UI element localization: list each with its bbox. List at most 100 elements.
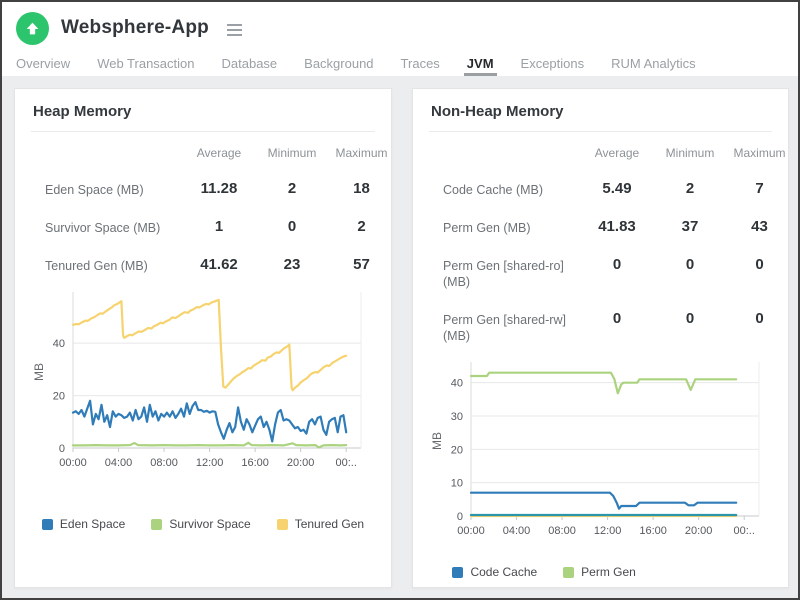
legend-label: Code Cache xyxy=(470,565,538,579)
series-line-survivor-space xyxy=(71,441,348,449)
tab-bar: Overview Web Transaction Database Backgr… xyxy=(2,48,798,76)
col-header-average: Average xyxy=(594,146,640,160)
row-label: Perm Gen [shared-rw] (MB) xyxy=(443,313,566,343)
app-header: Websphere-App xyxy=(2,2,798,48)
svg-text:10: 10 xyxy=(451,478,463,490)
row-label: Perm Gen (MB) xyxy=(443,221,531,235)
cell-maximum: 2 xyxy=(357,218,366,235)
legend-swatch-icon xyxy=(452,566,464,578)
svg-text:12:00: 12:00 xyxy=(196,457,224,469)
tab-rum-analytics[interactable]: RUM Analytics xyxy=(611,56,696,71)
legend-label: Survivor Space xyxy=(169,517,251,531)
heap-memory-legend: Eden Space Survivor Space Tenured Gen xyxy=(41,517,365,531)
legend-swatch-icon xyxy=(276,518,288,530)
cell-minimum: 0 xyxy=(685,310,695,327)
non-heap-memory-chart-plot[interactable]: 0 10 20 30 40 00:00 04:00 08:00 12:00 16:00 20:00 0… xyxy=(429,358,774,553)
legend-swatch-icon xyxy=(41,518,53,530)
svg-text:20: 20 xyxy=(451,444,463,456)
cell-maximum: 0 xyxy=(755,310,764,327)
col-header-maximum: Maximum xyxy=(335,146,388,160)
cell-maximum: 0 xyxy=(755,256,764,273)
heap-memory-table: Average Minimum Maximum Eden Space (MB) … xyxy=(31,134,391,274)
svg-text:20:00: 20:00 xyxy=(685,525,713,537)
col-header-minimum: Minimum xyxy=(267,146,317,160)
svg-text:MB: MB xyxy=(32,363,46,381)
svg-text:08:00: 08:00 xyxy=(548,525,576,537)
panel-title: Non-Heap Memory xyxy=(429,101,772,132)
col-header-minimum: Minimum xyxy=(665,146,715,160)
tab-background[interactable]: Background xyxy=(304,56,374,71)
svg-text:00:00: 00:00 xyxy=(59,457,87,469)
tab-exceptions[interactable]: Exceptions xyxy=(520,56,585,71)
heap-memory-chart-plot[interactable]: 0 20 40 00:00 04:00 08:00 12:00 16:00 20:00 00:..… xyxy=(31,288,376,483)
cell-minimum: 2 xyxy=(287,180,297,197)
legend-item-survivor-space[interactable]: Survivor Space xyxy=(151,517,251,531)
svg-text:MB: MB xyxy=(430,432,444,450)
legend-swatch-icon xyxy=(563,566,575,578)
row-label: Tenured Gen (MB) xyxy=(45,259,148,273)
row-label: Survivor Space (MB) xyxy=(45,221,161,235)
svg-text:40: 40 xyxy=(451,378,463,390)
legend-item-eden-space[interactable]: Eden Space xyxy=(41,517,126,531)
svg-text:16:00: 16:00 xyxy=(241,457,269,469)
col-header-maximum: Maximum xyxy=(733,146,786,160)
row-label: Code Cache (MB) xyxy=(443,183,544,197)
row-label: Perm Gen [shared-ro] (MB) xyxy=(443,259,564,289)
tab-overview[interactable]: Overview xyxy=(16,56,71,71)
cell-average: 1 xyxy=(214,218,224,235)
table-corner xyxy=(31,134,181,160)
svg-text:04:00: 04:00 xyxy=(503,525,531,537)
app-menu-button[interactable] xyxy=(223,20,246,40)
cell-minimum: 2 xyxy=(685,180,695,197)
cell-maximum: 57 xyxy=(353,256,370,273)
heap-memory-panel: Heap Memory Average Minimum Maximum Eden… xyxy=(14,88,392,588)
svg-text:0: 0 xyxy=(457,511,463,523)
cell-average: 11.28 xyxy=(200,180,238,197)
svg-text:04:00: 04:00 xyxy=(105,457,133,469)
tab-jvm[interactable]: JVM xyxy=(463,56,497,76)
heap-memory-chart: 0 20 40 00:00 04:00 08:00 12:00 16:00 20:00 00:..… xyxy=(31,288,375,531)
svg-text:30: 30 xyxy=(451,411,463,423)
series-line-perm-gen xyxy=(469,371,738,395)
panel-title: Heap Memory xyxy=(31,101,375,132)
cell-minimum: 0 xyxy=(685,256,695,273)
svg-text:08:00: 08:00 xyxy=(150,457,178,469)
svg-text:20:00: 20:00 xyxy=(287,457,315,469)
content-area: Heap Memory Average Minimum Maximum Eden… xyxy=(2,76,798,598)
legend-label: Eden Space xyxy=(59,517,126,531)
status-up-icon xyxy=(16,11,49,45)
cell-average: 5.49 xyxy=(602,180,632,197)
cell-average: 41.83 xyxy=(598,218,636,235)
legend-label: Perm Gen xyxy=(581,565,636,579)
tab-database[interactable]: Database xyxy=(221,56,278,71)
series-line-code-cache xyxy=(469,491,738,510)
cell-average: 0 xyxy=(612,256,622,273)
svg-text:00:00: 00:00 xyxy=(457,525,485,537)
row-label: Eden Space (MB) xyxy=(45,183,144,197)
cell-minimum: 0 xyxy=(287,218,297,235)
legend-item-code-cache[interactable]: Code Cache xyxy=(452,565,537,579)
tab-traces[interactable]: Traces xyxy=(400,56,440,71)
cell-average: 41.62 xyxy=(200,256,238,273)
col-header-average: Average xyxy=(196,146,242,160)
svg-text:16:00: 16:00 xyxy=(639,525,667,537)
svg-text:12:00: 12:00 xyxy=(594,525,622,537)
legend-row: Code Cache Perm Gen xyxy=(452,565,748,579)
up-arrow-icon xyxy=(26,22,39,34)
cell-average: 0 xyxy=(612,310,622,327)
svg-text:0: 0 xyxy=(59,443,65,455)
cell-minimum: 23 xyxy=(283,256,301,273)
legend-item-perm-gen[interactable]: Perm Gen xyxy=(563,565,636,579)
legend-label: Tenured Gen xyxy=(294,517,365,531)
cell-minimum: 37 xyxy=(681,218,699,235)
svg-text:00:..: 00:.. xyxy=(733,525,754,537)
svg-text:00:..: 00:.. xyxy=(335,457,356,469)
legend-item-tenured-gen[interactable]: Tenured Gen xyxy=(276,517,365,531)
table-corner xyxy=(429,134,579,160)
cell-maximum: 7 xyxy=(755,180,764,197)
tab-web-transaction[interactable]: Web Transaction xyxy=(97,56,195,71)
non-heap-memory-panel: Non-Heap Memory Average Minimum Maximum … xyxy=(412,88,789,588)
cell-maximum: 43 xyxy=(751,218,768,235)
